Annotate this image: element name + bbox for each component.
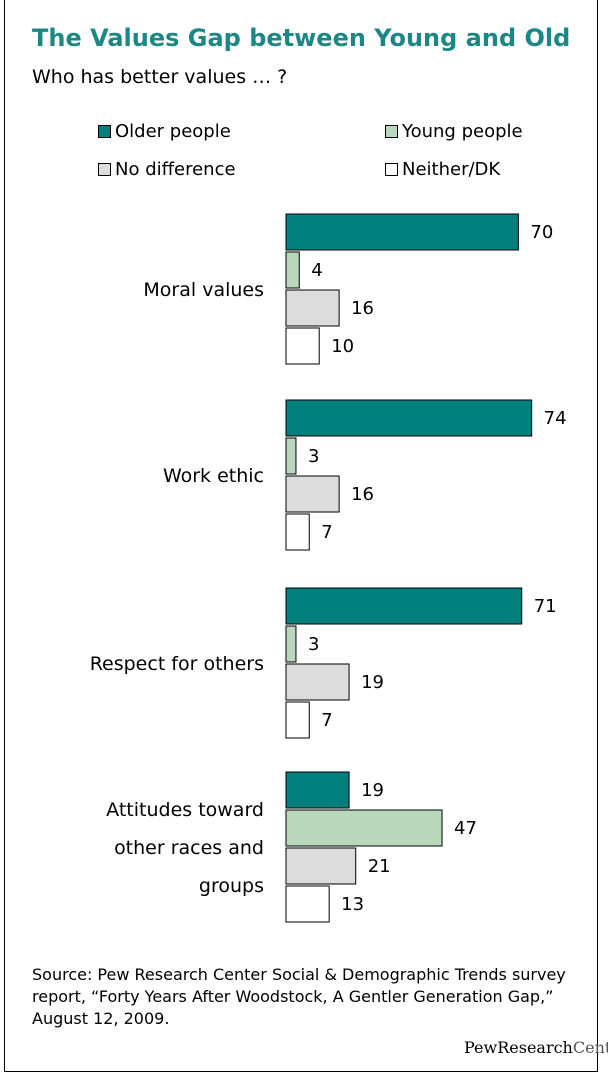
category-label-3-0: Attitudes toward — [106, 799, 264, 821]
bar-0-2 — [285, 289, 340, 327]
data-label-0-0: 70 — [530, 222, 553, 243]
data-label-2-1: 3 — [308, 634, 319, 655]
bar-3-1 — [285, 809, 443, 847]
bar-1-2 — [285, 475, 340, 513]
bar-0-3 — [285, 327, 320, 365]
bar-2-2 — [285, 663, 350, 701]
bar-2-1 — [285, 625, 297, 663]
legend-label-nodiff: No difference — [115, 158, 236, 180]
legend-item-neither-dk: Neither/DK — [385, 158, 500, 180]
data-label-0-2: 16 — [351, 298, 374, 319]
legend-item-older-people: Older people — [98, 120, 231, 142]
legend-label-older: Older people — [115, 120, 231, 142]
source-note: Source: Pew Research Center Social & Dem… — [32, 965, 566, 1028]
data-label-2-0: 71 — [534, 596, 557, 617]
data-label-0-1: 4 — [311, 260, 322, 281]
data-label-1-3: 7 — [321, 522, 332, 543]
bar-2-0 — [285, 587, 523, 625]
legend-label-neither: Neither/DK — [402, 158, 501, 180]
category-label-1-0: Work ethic — [163, 465, 264, 487]
chart-subtitle: Who has better values … ? — [32, 66, 288, 88]
chart-title: The Values Gap between Young and Old — [32, 24, 571, 52]
bar-3-0 — [285, 771, 350, 809]
bar-2-3 — [285, 701, 310, 739]
legend-swatch-neither-icon — [385, 162, 398, 176]
category-label-2-0: Respect for others — [90, 653, 264, 675]
category-label-0-0: Moral values — [143, 279, 264, 301]
bar-1-0 — [285, 399, 533, 437]
bar-0-1 — [285, 251, 300, 289]
data-label-2-2: 19 — [361, 672, 384, 693]
data-label-3-3: 13 — [341, 894, 364, 915]
bar-3-2 — [285, 847, 357, 885]
legend-label-young: Young people — [402, 120, 523, 142]
legend-item-no-difference: No difference — [98, 158, 236, 180]
bar-0-0 — [285, 213, 519, 251]
data-label-3-2: 21 — [368, 856, 391, 877]
bar-3-3 — [285, 885, 330, 923]
chart-frame — [4, 0, 598, 1072]
brand-part1: PewResearch — [464, 1038, 573, 1057]
data-label-2-3: 7 — [321, 710, 332, 731]
data-label-1-0: 74 — [544, 408, 567, 429]
data-label-3-0: 19 — [361, 780, 384, 801]
data-label-3-1: 47 — [454, 818, 477, 839]
bar-1-3 — [285, 513, 310, 551]
legend-swatch-older-icon — [98, 124, 111, 138]
data-label-1-2: 16 — [351, 484, 374, 505]
legend-swatch-young-icon — [385, 124, 398, 138]
category-label-3-2: groups — [199, 875, 264, 897]
data-label-0-3: 10 — [331, 336, 354, 357]
data-label-1-1: 3 — [308, 446, 319, 467]
legend-swatch-nodiff-icon — [98, 162, 111, 176]
legend-item-young-people: Young people — [385, 120, 523, 142]
category-label-3-1: other races and — [114, 837, 264, 859]
brand-part2: Center — [572, 1038, 608, 1057]
bar-1-1 — [285, 437, 297, 475]
